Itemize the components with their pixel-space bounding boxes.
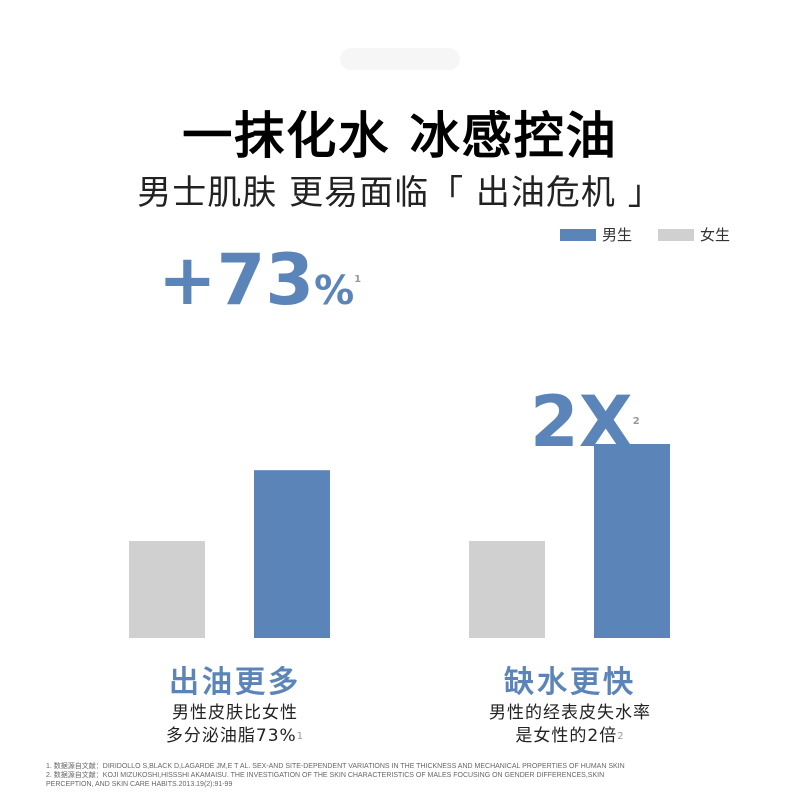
legend-item-male: 男生 <box>560 224 632 245</box>
legend-label-male: 男生 <box>602 226 633 244</box>
oil-caption-line1: 男性皮肤比女性 <box>172 703 298 723</box>
footnote-2-cont: PERCEPTION, AND SKIN CARE HABITS.2013.19… <box>46 781 233 788</box>
bar-water-female <box>469 541 545 638</box>
brand-logo-faint <box>340 48 460 70</box>
footnote-2: 2. 数据源自文献：KOJI MIZUKOSHI,HISSSHI AKAMAIS… <box>46 772 605 779</box>
water-caption-ref: 2 <box>617 731 625 742</box>
oil-caption-ref: 1 <box>296 731 305 742</box>
footnotes: 1. 数据源自文献：DIRIDOLLO S,BLACK D,LAGARDE JM… <box>46 762 766 789</box>
water-caption-body: 男性的经表皮失水率 是女性的2倍2 <box>455 702 685 748</box>
oil-increase-stat: +73%1 <box>158 240 361 331</box>
oil-caption-body: 男性皮肤比女性 多分泌油脂73%1 <box>120 702 350 748</box>
bar-water-male <box>594 444 670 638</box>
water-caption-line2: 是女性的2倍 <box>515 726 618 746</box>
legend-item-female: 女生 <box>658 224 730 245</box>
water-caption-heading: 缺水更快 <box>504 665 636 700</box>
oil-caption-heading: 出油更多 <box>169 665 301 700</box>
bar-oil-male <box>254 470 330 638</box>
water-stat-value: 2X <box>530 381 633 463</box>
oil-caption-line2: 多分泌油脂73% <box>165 726 297 746</box>
chart-legend: 男生 女生 <box>560 224 748 245</box>
water-caption-line1: 男性的经表皮失水率 <box>489 703 651 723</box>
oil-stat-ref: 1 <box>354 274 362 285</box>
legend-swatch-female <box>658 228 695 241</box>
page-title: 一抹化水 冰感控油 <box>182 107 618 165</box>
water-stat-ref: 2 <box>632 416 640 427</box>
page-subtitle: 男士肌肤 更易面临「 出油危机 」 <box>137 173 663 213</box>
footnote-1: 1. 数据源自文献：DIRIDOLLO S,BLACK D,LAGARDE JM… <box>46 763 625 770</box>
water-caption-line2-wrap: 是女性的2倍2 <box>455 725 685 748</box>
oil-caption-line2-wrap: 多分泌油脂73%1 <box>120 725 350 748</box>
legend-swatch-male <box>560 228 596 241</box>
legend-label-female: 女生 <box>700 226 731 244</box>
water-loss-stat: 2X2 <box>530 382 640 462</box>
oil-stat-value: +73 <box>158 239 315 321</box>
oil-stat-unit: % <box>314 268 355 314</box>
bar-oil-female <box>129 541 205 638</box>
